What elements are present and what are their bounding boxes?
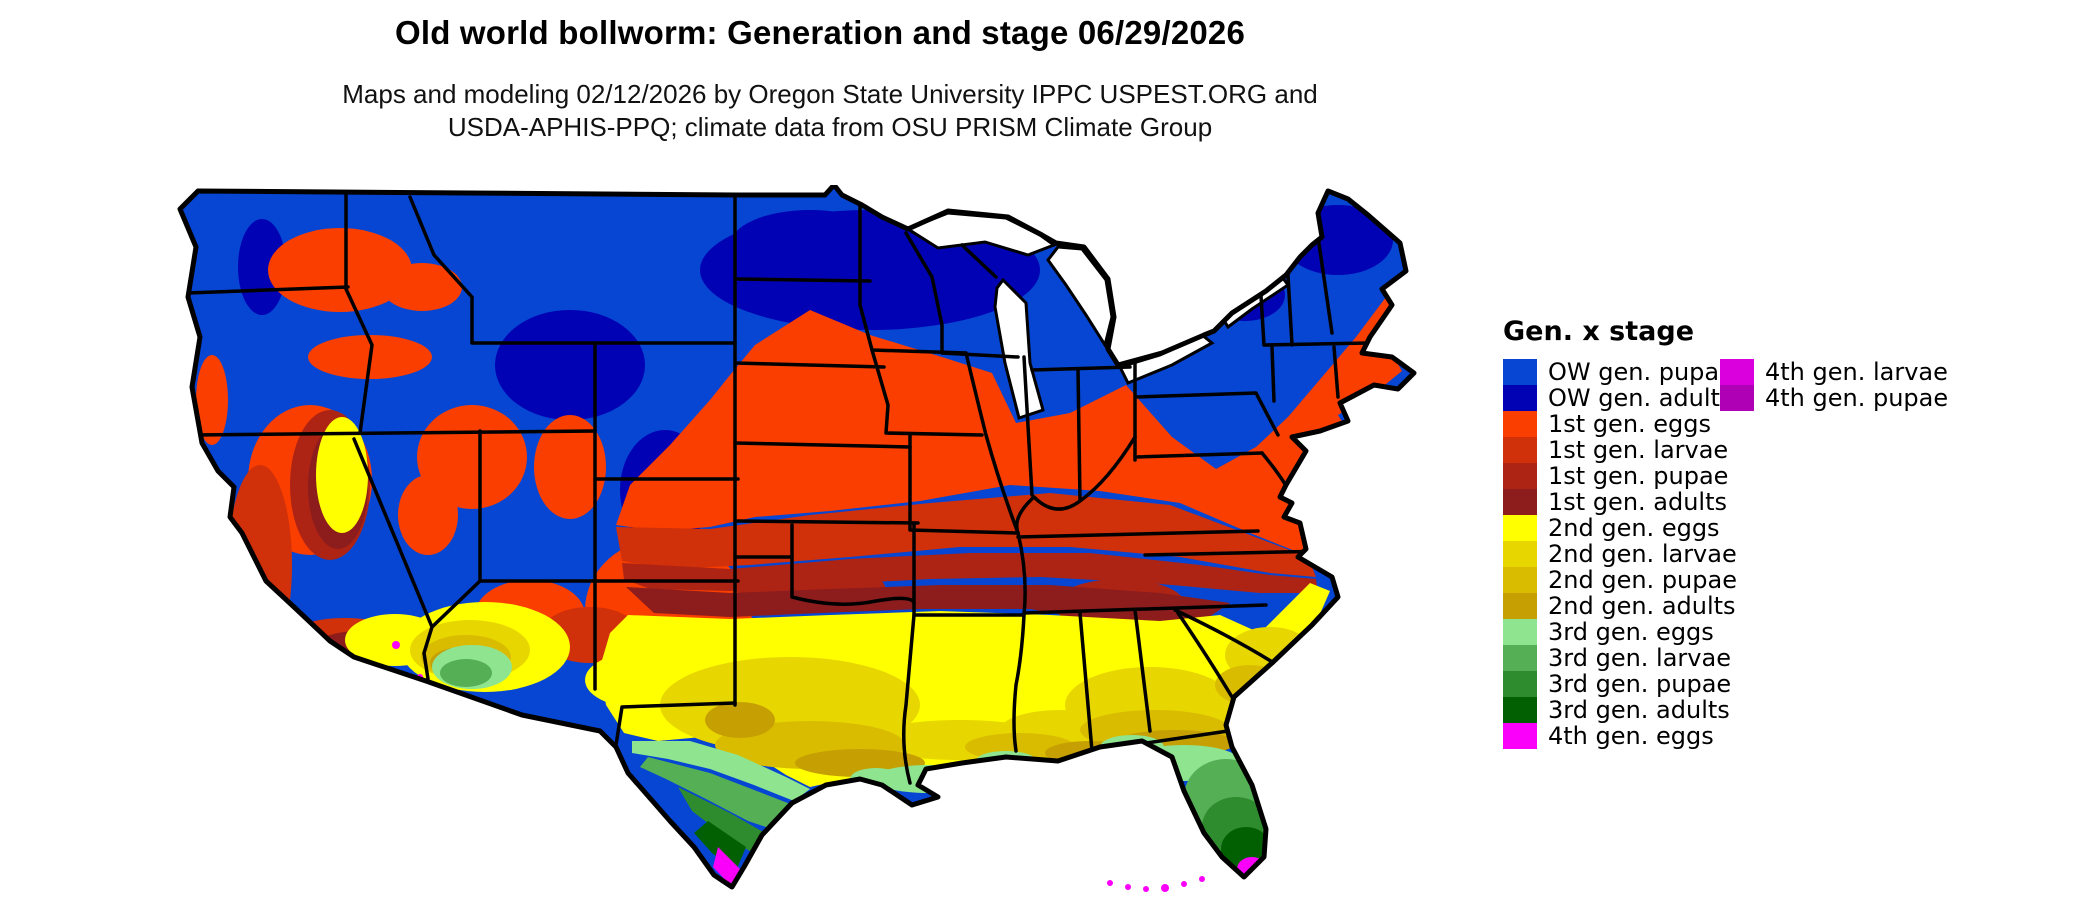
legend-swatch bbox=[1503, 619, 1537, 645]
legend-item: 1st gen. eggs bbox=[1503, 410, 1720, 438]
legend-label: 4th gen. pupae bbox=[1765, 384, 1949, 412]
legend-label: 3rd gen. pupae bbox=[1548, 670, 1732, 698]
us-outline bbox=[177, 182, 1417, 890]
legend-item: 3rd gen. larvae bbox=[1503, 644, 1731, 672]
lake-huron bbox=[1046, 245, 1114, 349]
legend-item: 2nd gen. pupae bbox=[1503, 566, 1737, 594]
legend-swatch bbox=[1503, 567, 1537, 593]
legend-swatch bbox=[1503, 359, 1537, 385]
legend-label: 2nd gen. eggs bbox=[1548, 514, 1720, 542]
legend-item: OW gen. adults bbox=[1503, 384, 1732, 412]
legend-label: 1st gen. eggs bbox=[1548, 410, 1712, 438]
legend-item: 3rd gen. pupae bbox=[1503, 670, 1731, 698]
map-header: Old world bollworm: Generation and stage… bbox=[0, 14, 1640, 52]
legend-item: 1st gen. adults bbox=[1503, 488, 1727, 516]
legend-label: 3rd gen. larvae bbox=[1548, 644, 1731, 672]
legend-label: OW gen. pupae bbox=[1548, 358, 1734, 386]
legend-item: 1st gen. pupae bbox=[1503, 462, 1728, 490]
legend-label: 4th gen. larvae bbox=[1765, 358, 1948, 386]
legend-label: 1st gen. adults bbox=[1548, 488, 1728, 516]
credits-line-2: USDA-APHIS-PPQ; climate data from OSU PR… bbox=[447, 112, 1213, 142]
legend-swatch bbox=[1503, 385, 1537, 411]
state-borders bbox=[186, 193, 1370, 785]
legend-swatch bbox=[1503, 671, 1537, 697]
legend-item: 4th gen. larvae bbox=[1720, 358, 1948, 386]
legend-item: 2nd gen. larvae bbox=[1503, 540, 1737, 568]
us-map-svg bbox=[177, 182, 1417, 892]
legend-swatch bbox=[1503, 593, 1537, 619]
florida-keys bbox=[1107, 876, 1205, 892]
region-3rd-adults bbox=[694, 821, 1271, 871]
credits-line-1: Maps and modeling 02/12/2026 by Oregon S… bbox=[342, 79, 1318, 109]
lake-michigan bbox=[993, 277, 1045, 420]
map-color-regions bbox=[180, 185, 1414, 887]
legend-column-2: 4th gen. larvae 4th gen. pupae bbox=[1720, 358, 1949, 412]
legend-swatch bbox=[1503, 463, 1537, 489]
legend-label: 2nd gen. pupae bbox=[1548, 566, 1737, 594]
legend-label: 2nd gen. larvae bbox=[1548, 540, 1737, 568]
map-legend: Gen. x stage OW gen. pupae OW gen. adults… bbox=[1503, 316, 1949, 750]
legend-label: 1st gen. larvae bbox=[1548, 436, 1729, 464]
legend-swatch bbox=[1503, 645, 1537, 671]
legend-label: 3rd gen. adults bbox=[1548, 696, 1730, 724]
map-credits: Maps and modeling 02/12/2026 by Oregon S… bbox=[0, 78, 1660, 144]
legend-swatch bbox=[1503, 515, 1537, 541]
legend-swatch bbox=[1720, 385, 1754, 411]
legend-label: 3rd gen. eggs bbox=[1548, 618, 1714, 646]
page-title: Old world bollworm: Generation and stage… bbox=[394, 14, 1246, 51]
us-map-figure bbox=[170, 182, 1465, 892]
legend-columns: OW gen. pupae OW gen. adults 1st gen. eggs… bbox=[1503, 358, 1949, 750]
legend-item: 2nd gen. adults bbox=[1503, 592, 1736, 620]
legend-swatch bbox=[1503, 541, 1537, 567]
legend-item: OW gen. pupae bbox=[1503, 358, 1734, 386]
great-lakes bbox=[904, 211, 1291, 420]
legend-item: 3rd gen. adults bbox=[1503, 696, 1730, 724]
legend-label: 4th gen. eggs bbox=[1548, 722, 1714, 750]
legend-label: OW gen. adults bbox=[1548, 384, 1733, 412]
legend-swatch bbox=[1720, 359, 1754, 385]
legend-column-1: OW gen. pupae OW gen. adults 1st gen. eggs… bbox=[1503, 358, 1737, 750]
legend-title: Gen. x stage bbox=[1503, 316, 1695, 347]
legend-swatch bbox=[1503, 489, 1537, 515]
legend-swatch bbox=[1503, 697, 1537, 723]
legend-item: 4th gen. pupae bbox=[1720, 384, 1949, 412]
legend-item: 4th gen. eggs bbox=[1503, 722, 1720, 750]
legend-label: 1st gen. pupae bbox=[1548, 462, 1729, 490]
legend-item: 3rd gen. eggs bbox=[1503, 618, 1720, 646]
legend-label: 2nd gen. adults bbox=[1548, 592, 1736, 620]
legend-swatch bbox=[1503, 411, 1537, 437]
legend-item: 2nd gen. eggs bbox=[1503, 514, 1720, 542]
legend-swatch bbox=[1503, 723, 1537, 749]
legend-swatch bbox=[1503, 437, 1537, 463]
legend-item: 1st gen. larvae bbox=[1503, 436, 1728, 464]
